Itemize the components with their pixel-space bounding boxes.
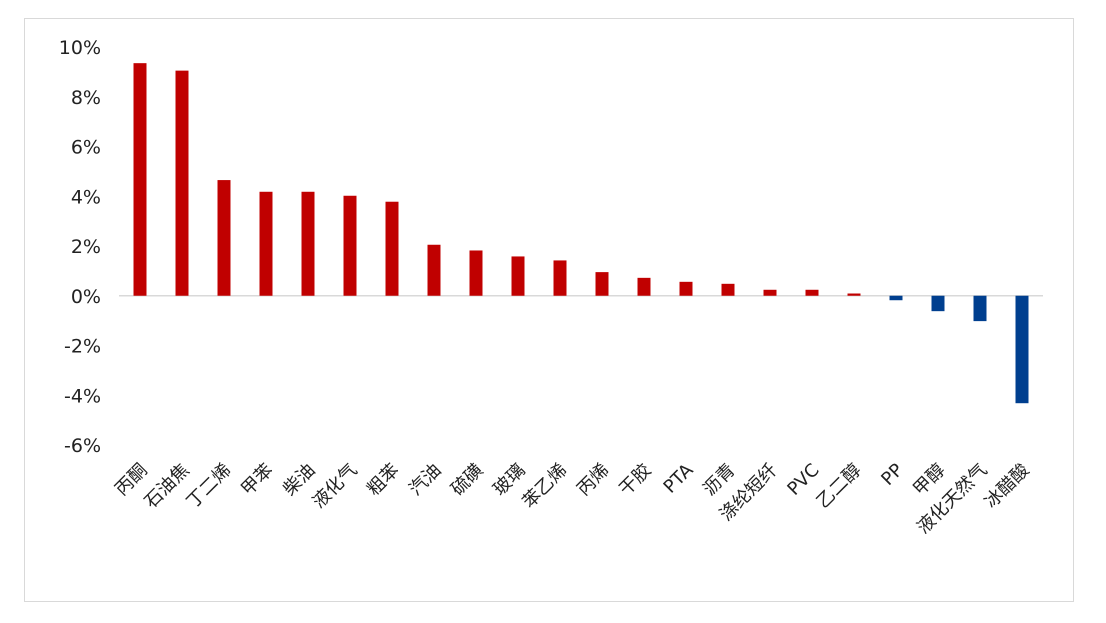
x-category-label: PP [877,460,907,490]
bar [763,289,777,296]
bar [679,281,693,296]
y-tick-label: 10% [59,37,101,59]
bar [1015,295,1029,404]
bar [931,295,945,312]
y-tick-label: -2% [64,336,101,358]
x-category-label: 甲苯 [237,460,277,500]
bar [301,191,315,296]
bar [721,283,735,296]
bar [889,295,903,301]
bar [511,256,525,296]
y-tick-label: 6% [71,137,101,159]
chart-frame: -6% -4% -2% 0% 2% 4% 6% 8% 10% 丙酮 石油焦 丁二烯 甲苯 柴油 液化气 粗苯… [24,18,1074,602]
bar [847,293,861,296]
bar [469,250,483,296]
bar [385,201,399,296]
bar [259,191,273,296]
x-category-label: 丁二烯 [183,460,236,513]
bar [637,277,651,296]
x-category-label: 干胶 [615,460,655,500]
y-tick-label: 0% [71,286,101,308]
x-category-label: 冰醋酸 [981,460,1034,513]
y-tick-label: 8% [71,87,101,109]
x-category-label: PTA [660,459,699,498]
y-axis-ticks: -6% -4% -2% 0% 2% 4% 6% 8% 10% [59,37,101,457]
bar [175,70,189,296]
bar [133,63,147,296]
x-category-label: 石油焦 [141,460,194,513]
x-category-label: 乙二醇 [813,460,866,513]
bar [553,260,567,296]
bar [427,244,441,296]
bars-group [133,63,1029,404]
x-category-label: 硫磺 [447,460,487,500]
bar [805,289,819,296]
bar [973,295,987,322]
x-category-label: 汽油 [405,460,445,500]
x-category-label: 丙烯 [573,460,613,500]
y-tick-label: -4% [64,385,101,407]
bar [595,272,609,296]
bar [217,180,231,296]
x-category-label: 苯乙烯 [519,460,572,513]
y-tick-label: 2% [71,236,101,258]
bar [343,195,357,296]
x-category-label: 粗苯 [363,460,403,500]
x-category-label: 液化气 [309,460,362,513]
y-tick-label: 4% [71,186,101,208]
y-tick-label: -6% [64,435,101,457]
